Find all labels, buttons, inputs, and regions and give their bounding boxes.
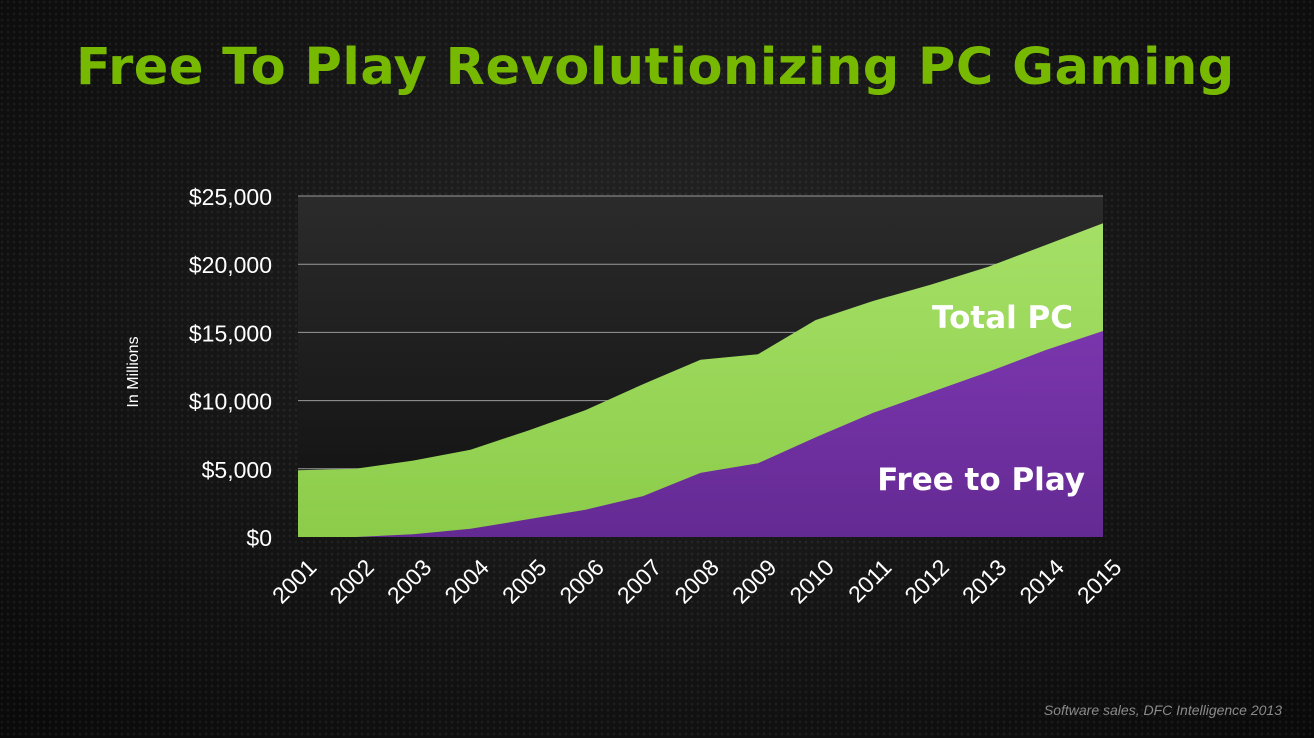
x-tick-label: 2015: [1072, 554, 1127, 609]
y-axis-label: In Millions: [125, 336, 142, 407]
x-tick-label: 2001: [267, 554, 322, 609]
x-tick-label: 2007: [612, 554, 667, 609]
y-tick-label: $10,000: [189, 389, 272, 415]
y-tick-label: $5,000: [202, 457, 272, 483]
x-tick-label: 2012: [899, 554, 954, 609]
y-tick-label: $25,000: [189, 184, 272, 210]
x-tick-label: 2009: [727, 554, 782, 609]
slide-title: Free To Play Revolutionizing PC Gaming: [76, 38, 1235, 97]
x-axis-ticks: 2001 2002 2003 2004 2005 2006 2007 2008 2009 2010…: [267, 554, 1127, 609]
x-tick-label: 2010: [784, 554, 839, 609]
free-to-play-area: [298, 331, 1103, 537]
free-to-play-label: Free to Play: [877, 462, 1085, 498]
y-axis-ticks: $0 $5,000 $10,000 $15,000 $20,000 $25,000: [189, 184, 272, 551]
y-tick-label: $0: [246, 525, 272, 551]
x-tick-label: 2014: [1014, 554, 1069, 609]
x-tick-label: 2013: [957, 554, 1012, 609]
x-tick-label: 2008: [669, 554, 724, 609]
series-areas: [298, 223, 1103, 538]
x-tick-label: 2004: [439, 554, 494, 609]
y-tick-label: $20,000: [189, 252, 272, 278]
x-tick-label: 2005: [497, 554, 552, 609]
x-tick-label: 2011: [843, 554, 896, 607]
x-tick-label: 2002: [324, 554, 379, 609]
y-tick-label: $15,000: [189, 320, 272, 346]
total-pc-label: Total PC: [932, 300, 1073, 336]
x-tick-label: 2006: [554, 554, 609, 609]
source-note: Software sales, DFC Intelligence 2013: [1043, 702, 1282, 718]
x-tick-label: 2003: [382, 554, 437, 609]
